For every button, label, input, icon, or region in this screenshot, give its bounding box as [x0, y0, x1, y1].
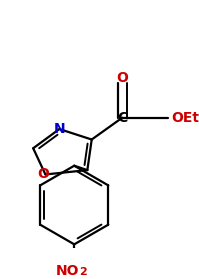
- Text: OEt: OEt: [171, 111, 199, 125]
- Text: 2: 2: [79, 267, 87, 277]
- Text: C: C: [117, 111, 127, 125]
- Text: N: N: [54, 122, 65, 136]
- Text: O: O: [116, 71, 128, 85]
- Text: O: O: [37, 167, 49, 181]
- Text: NO: NO: [56, 264, 79, 278]
